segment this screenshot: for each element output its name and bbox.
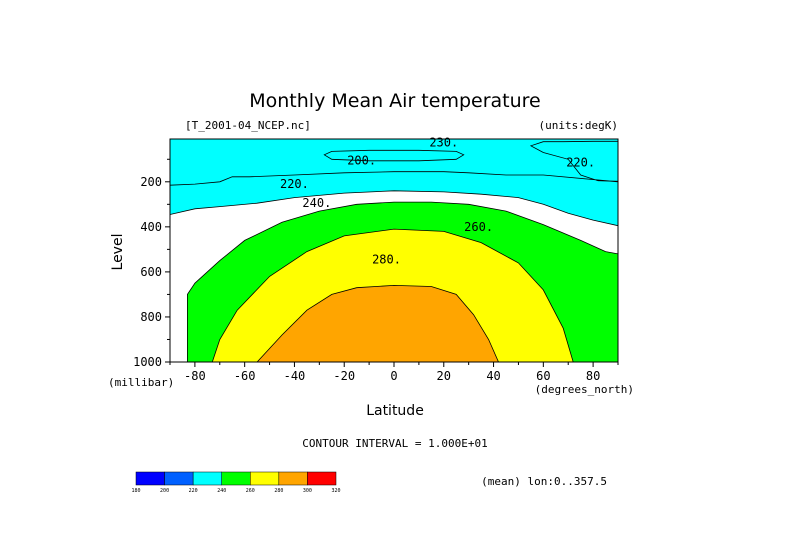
- y-axis-label: Level: [110, 234, 126, 271]
- colorbar-level-label: 180: [131, 488, 140, 494]
- x-tick-label: -60: [234, 369, 256, 383]
- plot-area: 230. 200. 220. 220. 240. 260. 280.: [169, 135, 619, 363]
- colorbar-swatch: [135, 471, 165, 486]
- x-axis: -80 -60 -40 -20 0 20 40 60 80: [169, 361, 619, 383]
- colorbar-level-label: 280: [274, 488, 283, 494]
- y-tick-label: 200: [140, 175, 162, 189]
- colorbar-swatch: [250, 471, 280, 486]
- contour-line-180: [323, 149, 465, 162]
- x-tick-label: 0: [390, 369, 397, 383]
- x-tick-label: 60: [536, 369, 550, 383]
- contour-line-280: [256, 284, 499, 362]
- y-tick-label: 600: [140, 265, 162, 279]
- band-280-300: [257, 285, 499, 362]
- colorbar-level-label: 200: [160, 488, 169, 494]
- footnote: (mean) lon:0..357.5: [481, 475, 607, 488]
- contour-line-220: [170, 139, 618, 227]
- chart-title: Monthly Mean Air temperature: [249, 90, 540, 112]
- y-tick-label: 400: [140, 220, 162, 234]
- contour-label: 260.: [464, 220, 493, 234]
- x-tick-label: -80: [184, 369, 206, 383]
- x-tick-label: -20: [333, 369, 355, 383]
- colorbar-swatch: [307, 471, 337, 486]
- x-tick-label: 80: [586, 369, 600, 383]
- colorbar-level-label: 320: [331, 488, 340, 494]
- contour-label: 230.: [429, 135, 458, 149]
- contour-line-260: [211, 228, 574, 362]
- contour-line-200: [170, 139, 618, 186]
- y-tick-label: 1000: [133, 355, 162, 369]
- contour-interval-text: CONTOUR INTERVAL = 1.000E+01: [302, 437, 487, 450]
- units-label: (units:degK): [539, 119, 618, 132]
- colorbar-swatch: [164, 471, 194, 486]
- x-units-label: (degrees_north): [535, 383, 634, 396]
- contour-label: 240.: [302, 196, 331, 210]
- colorbar-level-label: 260: [246, 488, 255, 494]
- colorbar-swatch: [192, 471, 222, 486]
- x-tick-label: 20: [437, 369, 451, 383]
- source-file-label: [T_2001-04_NCEP.nc]: [185, 119, 311, 132]
- colorbar-level-label: 220: [189, 488, 198, 494]
- x-axis-label: Latitude: [366, 403, 424, 419]
- y-tick-label: 800: [140, 310, 162, 324]
- contour-label: 220.: [280, 177, 309, 191]
- contour-label: 200.: [347, 153, 376, 167]
- band-220-240: [170, 139, 618, 226]
- contour-label: 220.: [566, 156, 595, 170]
- colorbar-level-label: 300: [303, 488, 312, 494]
- x-tick-label: -40: [284, 369, 306, 383]
- contour-line-240: [186, 201, 618, 362]
- y-axis: 200 400 600 800 1000: [133, 158, 170, 369]
- contour-label: 280.: [372, 253, 401, 267]
- colorbar-level-label: 240: [217, 488, 226, 494]
- colorbar: 180 200 220 240 260 280 300 320: [131, 471, 341, 494]
- colorbar-swatch: [278, 471, 308, 486]
- x-tick-label: 40: [486, 369, 500, 383]
- colorbar-swatch: [221, 471, 251, 486]
- y-units-label: (millibar): [108, 376, 174, 389]
